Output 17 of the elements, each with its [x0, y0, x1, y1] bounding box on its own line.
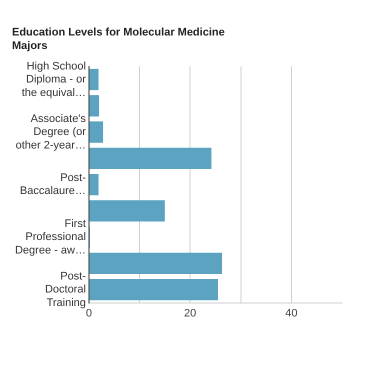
bar	[89, 174, 99, 196]
bar	[89, 68, 99, 90]
y-tick-label: Associate's Degree (or other 2-year…	[16, 112, 86, 152]
y-tick-label: Post-Doctoral Training	[44, 270, 86, 309]
x-tick-label: 40	[285, 307, 298, 320]
bar	[89, 148, 212, 169]
y-tick-label: First Professional Degree - aw…	[14, 218, 86, 256]
y-tick-label: High School Diploma - or the equival…	[22, 60, 86, 99]
bar	[89, 279, 218, 300]
x-tick-label: 0	[86, 307, 92, 320]
chart-title: Education Levels for Molecular Medicine Majors	[12, 26, 225, 52]
bar	[89, 252, 222, 274]
x-tick-label: 20	[184, 307, 196, 320]
y-tick-label: Post-Baccalaure…	[20, 172, 86, 198]
bar	[89, 200, 165, 222]
bar	[89, 121, 104, 143]
bar	[89, 95, 100, 116]
